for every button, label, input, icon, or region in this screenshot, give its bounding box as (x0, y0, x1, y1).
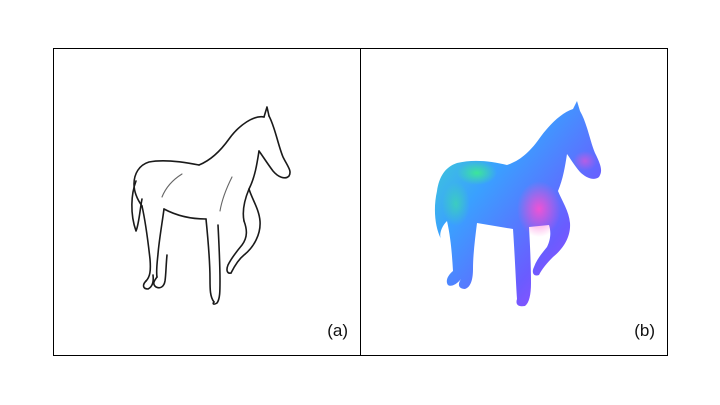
panel-b-label: (b) (634, 321, 655, 340)
panel-a-label: (a) (327, 321, 348, 340)
panel-b: (b) (361, 49, 667, 355)
horse-sketch-image (131, 106, 291, 305)
panel-a: (a) (54, 49, 361, 355)
figure: (a) (53, 48, 668, 356)
horse-normal-map-image (434, 101, 602, 307)
